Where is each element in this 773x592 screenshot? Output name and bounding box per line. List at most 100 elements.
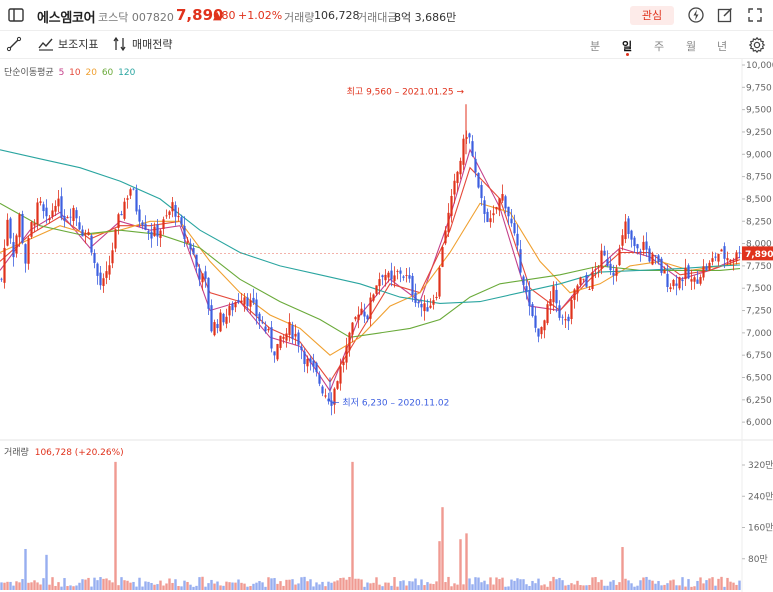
candle-body xyxy=(96,263,99,276)
price-tick-label: 8,000 xyxy=(746,240,772,250)
volume-bar xyxy=(78,582,81,590)
volume-bar xyxy=(684,586,687,590)
volume-bar xyxy=(345,579,348,590)
candle-body xyxy=(183,225,186,239)
candle-body xyxy=(324,395,327,397)
candle-body xyxy=(414,292,417,303)
candle-body xyxy=(543,320,546,331)
period-tab-year[interactable]: 년 xyxy=(717,40,728,53)
edit-icon[interactable] xyxy=(716,6,734,24)
candle-body xyxy=(300,346,303,351)
volume-bar xyxy=(639,580,642,590)
candle-body xyxy=(435,296,438,299)
volume-bar xyxy=(483,580,486,590)
candle-body xyxy=(24,244,27,264)
candle-body xyxy=(735,252,738,262)
candle-body xyxy=(372,294,375,301)
sidebar-toggle-icon[interactable] xyxy=(7,6,25,24)
price-tick-label: 9,500 xyxy=(746,106,772,116)
volume-bar xyxy=(456,584,459,590)
candle-body xyxy=(456,171,459,184)
volume-bar xyxy=(18,582,21,590)
volume-bar xyxy=(645,576,648,590)
volume-bar xyxy=(258,581,261,590)
candle-body xyxy=(531,304,534,316)
volume-bar xyxy=(207,583,210,590)
volume-bar xyxy=(549,581,552,590)
candle-body xyxy=(633,237,636,247)
candle-body xyxy=(585,275,588,287)
volume-bar xyxy=(426,582,429,590)
volume-bar xyxy=(669,580,672,590)
candle-body xyxy=(615,268,618,276)
period-tab-month[interactable]: 월 xyxy=(686,40,697,53)
candle-body xyxy=(426,307,429,312)
candle-body xyxy=(192,247,195,255)
volume-bar xyxy=(705,580,708,590)
volume-bar xyxy=(660,585,663,590)
volume-bar xyxy=(663,584,666,590)
candle-body xyxy=(366,315,369,320)
stock-chart[interactable]: 6,000 6,250 6,500 6,750 7,000 7,250 7,500 7,750… xyxy=(0,59,773,592)
draw-line-button[interactable] xyxy=(6,36,22,52)
volume-bar xyxy=(225,581,228,590)
volume-tick-label: 80만 xyxy=(748,554,768,565)
candle-body xyxy=(708,262,711,271)
period-tab-week[interactable]: 주 xyxy=(654,40,665,53)
candle-body xyxy=(681,279,684,282)
candle-body xyxy=(249,300,252,307)
volume-tick-label: 240만 xyxy=(748,491,773,502)
volume-bar xyxy=(195,585,198,590)
period-tab-day[interactable]: 일 xyxy=(622,40,633,53)
candle-body xyxy=(393,275,396,282)
candle-body xyxy=(288,321,291,336)
price-tick-label: 9,250 xyxy=(746,128,772,138)
candle-body xyxy=(6,219,9,246)
candle-body xyxy=(516,233,519,246)
candle-body xyxy=(717,253,720,262)
volume-bar xyxy=(615,584,618,590)
price-tick-label: 6,500 xyxy=(746,374,772,384)
candle-body xyxy=(411,275,414,295)
volume-bar xyxy=(315,582,318,590)
candle-body xyxy=(12,242,15,258)
volume-bar xyxy=(279,581,282,590)
settings-icon[interactable] xyxy=(748,36,766,54)
strategy-button[interactable]: 매매전략 xyxy=(112,36,172,52)
price-tick-label: 10,000 xyxy=(746,61,773,71)
candle-body xyxy=(81,229,84,237)
price-tick-label: 9,750 xyxy=(746,83,772,93)
volume-bar xyxy=(573,584,576,590)
candle-body xyxy=(135,189,138,212)
volume-bar xyxy=(180,586,183,590)
candle-body xyxy=(21,213,24,243)
volume-bar xyxy=(165,583,168,590)
candle-body xyxy=(213,322,216,336)
candle-body xyxy=(471,141,474,156)
volume-bar xyxy=(387,582,390,590)
candle-body xyxy=(594,269,597,270)
candle-body xyxy=(285,333,288,341)
candle-body xyxy=(405,275,408,276)
volume-bar xyxy=(447,576,450,590)
indicator-button[interactable]: 보조지표 xyxy=(38,36,98,52)
volume-bar xyxy=(291,579,294,590)
candle-body xyxy=(126,198,129,200)
candle-body xyxy=(354,317,357,320)
candle-body xyxy=(576,285,579,294)
candle-body xyxy=(603,250,606,256)
fullscreen-icon[interactable] xyxy=(746,6,764,24)
period-tab-minute[interactable]: 분 xyxy=(590,40,601,53)
volume-bar xyxy=(93,577,96,590)
low-annotation: ← 최저 6,230 – 2020.11.02 xyxy=(332,398,449,409)
candle-body xyxy=(678,277,681,289)
lightning-icon[interactable] xyxy=(687,6,705,24)
candle-body xyxy=(9,218,12,239)
candle-body xyxy=(423,303,426,312)
candle-body xyxy=(351,322,354,335)
volume-bar xyxy=(372,582,375,590)
candle-body xyxy=(132,188,135,190)
volume-bar xyxy=(459,539,462,590)
favorite-button[interactable]: 관심 xyxy=(630,6,674,25)
candle-body xyxy=(573,289,576,300)
